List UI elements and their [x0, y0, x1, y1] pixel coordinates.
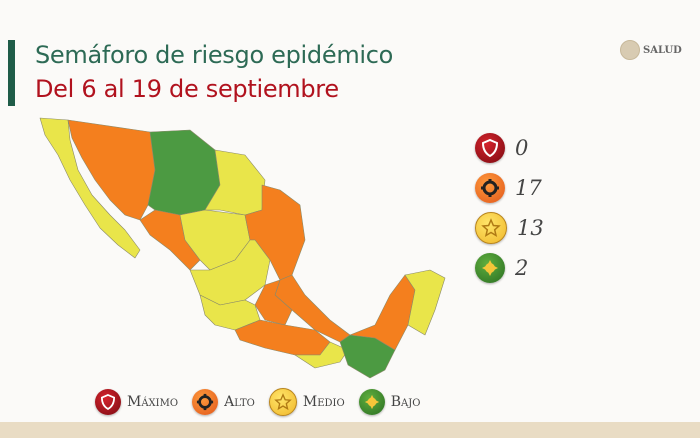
count-value: 0 [515, 136, 529, 160]
gear-icon [192, 389, 219, 415]
sun-icon [475, 253, 505, 283]
legend-maximo: Máximo [95, 389, 178, 415]
count-value: 17 [515, 176, 542, 200]
shield-icon [475, 133, 505, 163]
state-chihuahua [147, 129, 221, 216]
star-icon [475, 212, 507, 244]
count-value: 13 [517, 216, 544, 240]
page-subtitle: Del 6 al 19 de septiembre [35, 75, 339, 103]
state-sonora [67, 119, 156, 221]
count-bajo: 2 [475, 248, 544, 288]
state-puebla-hidalgo [254, 279, 293, 326]
legend-label: Medio [302, 394, 345, 410]
accent-bar [8, 40, 15, 106]
star-icon [268, 388, 297, 416]
legend-label: Máximo [127, 394, 179, 410]
state-yucatan-quintana-roo [404, 269, 446, 336]
seal-icon [620, 40, 640, 60]
mexico-map [39, 117, 446, 379]
gear-icon [475, 173, 505, 203]
state-nuevo-leon-tamaulipas [244, 184, 306, 281]
level-counts: 0 17 13 2 [475, 128, 544, 288]
legend-medio: Medio [268, 388, 345, 416]
legend: Máximo Alto Medio Bajo [95, 388, 434, 416]
count-maximo: 0 [475, 128, 544, 168]
count-alto: 17 [475, 168, 544, 208]
shield-icon [95, 389, 121, 415]
count-value: 2 [515, 256, 529, 280]
salud-logo: SALUD [620, 40, 682, 60]
legend-alto: Alto [192, 389, 255, 415]
sun-icon [358, 389, 385, 415]
state-baja-california [39, 117, 141, 259]
count-medio: 13 [475, 208, 544, 248]
page-title: Semáforo de riesgo epidémico [35, 41, 394, 69]
legend-label: Bajo [390, 394, 421, 410]
legend-label: Alto [224, 394, 255, 410]
legend-bajo: Bajo [358, 389, 421, 415]
logo-text: SALUD [643, 44, 682, 56]
bottom-strip [0, 422, 700, 438]
